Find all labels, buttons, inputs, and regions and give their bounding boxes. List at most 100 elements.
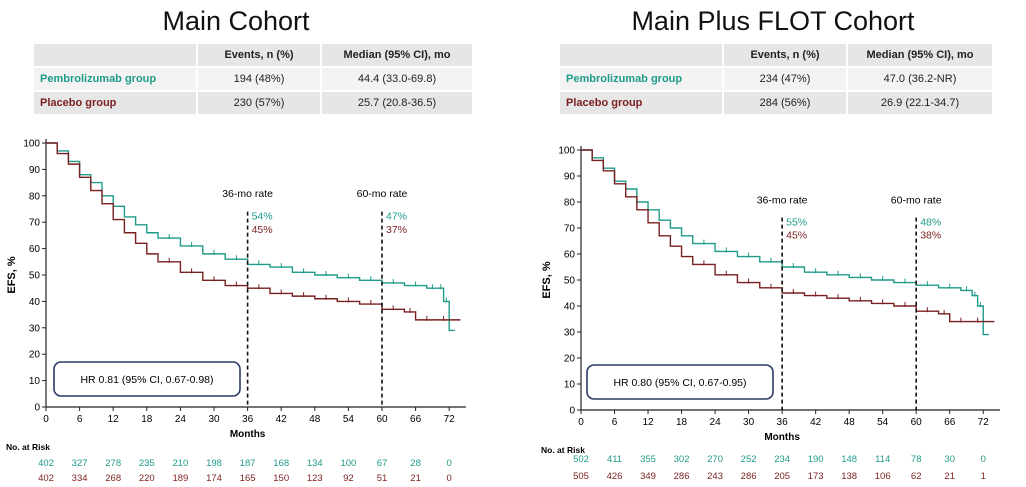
x-tick-label: 54	[343, 414, 355, 425]
table-row: Pembrolizumab group 234 (47%) 47.0 (36.2…	[560, 67, 994, 92]
median-cell: 25.7 (20.8-36.5)	[321, 91, 474, 116]
x-tick-label: 48	[309, 414, 321, 425]
y-tick-label: 80	[29, 191, 41, 202]
x-tick-label: 36	[777, 417, 789, 428]
at-risk-value: 189	[172, 473, 188, 484]
y-tick-label: 40	[29, 297, 41, 308]
x-tick-label: 48	[844, 417, 856, 428]
at-risk-value: 278	[105, 458, 121, 469]
y-tick-label: 90	[564, 172, 576, 183]
y-tick-label: 60	[564, 250, 576, 261]
pembrolizumab-rate: 54%	[252, 211, 273, 223]
at-risk-value: 67	[377, 458, 388, 469]
at-risk-value: 210	[172, 458, 188, 469]
x-tick-label: 30	[743, 417, 755, 428]
x-tick-label: 24	[710, 417, 722, 428]
y-tick-label: 60	[29, 244, 41, 255]
main-cohort-panel: Main Cohort Events, n (%) Median (95% CI…	[6, 6, 474, 484]
placebo-rate: 38%	[920, 229, 941, 241]
at-risk-value: 51	[377, 473, 388, 484]
y-tick-label: 20	[564, 354, 576, 365]
median-cell: 26.9 (22.1-34.7)	[847, 91, 994, 116]
table-row: Placebo group 230 (57%) 25.7 (20.8-36.5)	[34, 91, 474, 116]
table-header-row: Events, n (%) Median (95% CI), mo	[560, 44, 994, 68]
at-risk-value: 100	[340, 458, 356, 469]
y-tick-label: 70	[29, 218, 41, 229]
at-risk-value: 123	[307, 473, 323, 484]
pembrolizumab-rate: 55%	[786, 216, 807, 228]
x-tick-label: 6	[77, 414, 83, 425]
at-risk-value: 148	[841, 454, 857, 465]
at-risk-value: 402	[38, 458, 54, 469]
hr-box	[586, 364, 774, 400]
at-risk-value: 1	[981, 471, 986, 482]
table-row: Placebo group 284 (56%) 26.9 (22.1-34.7)	[560, 91, 994, 116]
y-axis-label: EFS, %	[6, 256, 18, 294]
at-risk-value: 411	[607, 454, 622, 465]
summary-table: Events, n (%) Median (95% CI), mo Pembro…	[34, 44, 474, 116]
at-risk-value: 0	[447, 458, 452, 469]
y-tick-label: 50	[564, 276, 576, 287]
milestone-label: 36-mo rate	[222, 188, 273, 200]
y-tick-label: 30	[29, 323, 41, 334]
at-risk-value: 286	[741, 471, 757, 482]
group-name: Pembrolizumab group	[560, 67, 724, 92]
pembrolizumab-curve	[581, 149, 989, 336]
x-tick-label: 54	[877, 417, 889, 428]
table-header	[34, 44, 198, 68]
at-risk-value: 190	[808, 454, 824, 465]
at-risk-value: 270	[707, 454, 723, 465]
x-tick-label: 72	[444, 414, 456, 425]
group-name: Placebo group	[34, 91, 198, 116]
at-risk-value: 138	[841, 471, 857, 482]
summary-table: Events, n (%) Median (95% CI), mo Pembro…	[560, 44, 994, 116]
at-risk-value: 21	[410, 473, 421, 484]
at-risk-value: 327	[72, 458, 88, 469]
x-tick-label: 66	[944, 417, 956, 428]
at-risk-value: 0	[981, 454, 986, 465]
y-tick-label: 30	[564, 328, 576, 339]
at-risk-value: 286	[674, 471, 690, 482]
y-tick-label: 20	[29, 350, 41, 361]
at-risk-value: 187	[240, 458, 256, 469]
y-tick-label: 0	[34, 403, 40, 414]
table-row: Pembrolizumab group 194 (48%) 44.4 (33.0…	[34, 67, 474, 92]
x-tick-label: 12	[108, 414, 120, 425]
x-axis-label: Months	[230, 429, 266, 440]
panel-title: Main Plus FLOT Cohort	[631, 6, 915, 36]
table-header	[560, 44, 724, 68]
x-tick-label: 6	[612, 417, 618, 428]
placebo-curve	[581, 149, 995, 323]
pembrolizumab-rate: 47%	[386, 211, 407, 223]
placebo-rate: 45%	[252, 224, 273, 236]
at-risk-label: No. at Risk	[6, 442, 50, 452]
x-tick-label: 72	[978, 417, 990, 428]
x-tick-label: 66	[410, 414, 422, 425]
at-risk-value: 334	[72, 473, 88, 484]
y-tick-label: 10	[564, 380, 576, 391]
y-tick-label: 40	[564, 302, 576, 313]
at-risk-value: 134	[307, 458, 323, 469]
milestone-label: 60-mo rate	[357, 188, 408, 200]
at-risk-value: 168	[273, 458, 289, 469]
x-tick-label: 18	[676, 417, 688, 428]
at-risk-value: 114	[875, 454, 890, 465]
y-tick-label: 50	[29, 271, 41, 282]
x-tick-label: 12	[642, 417, 654, 428]
y-tick-label: 100	[23, 139, 40, 150]
at-risk-value: 268	[105, 473, 121, 484]
at-risk-value: 62	[911, 471, 922, 482]
at-risk-value: 234	[774, 454, 790, 465]
x-tick-label: 60	[376, 414, 388, 425]
at-risk-value: 30	[944, 454, 955, 465]
pembrolizumab-rate: 48%	[920, 216, 941, 228]
at-risk-value: 349	[640, 471, 656, 482]
events-cell: 284 (56%)	[723, 91, 848, 116]
x-tick-label: 42	[276, 414, 288, 425]
at-risk-value: 173	[808, 471, 824, 482]
placebo-rate: 37%	[386, 224, 407, 236]
median-cell: 44.4 (33.0-69.8)	[321, 67, 474, 92]
x-axis-label: Months	[764, 432, 800, 443]
x-tick-label: 60	[911, 417, 923, 428]
